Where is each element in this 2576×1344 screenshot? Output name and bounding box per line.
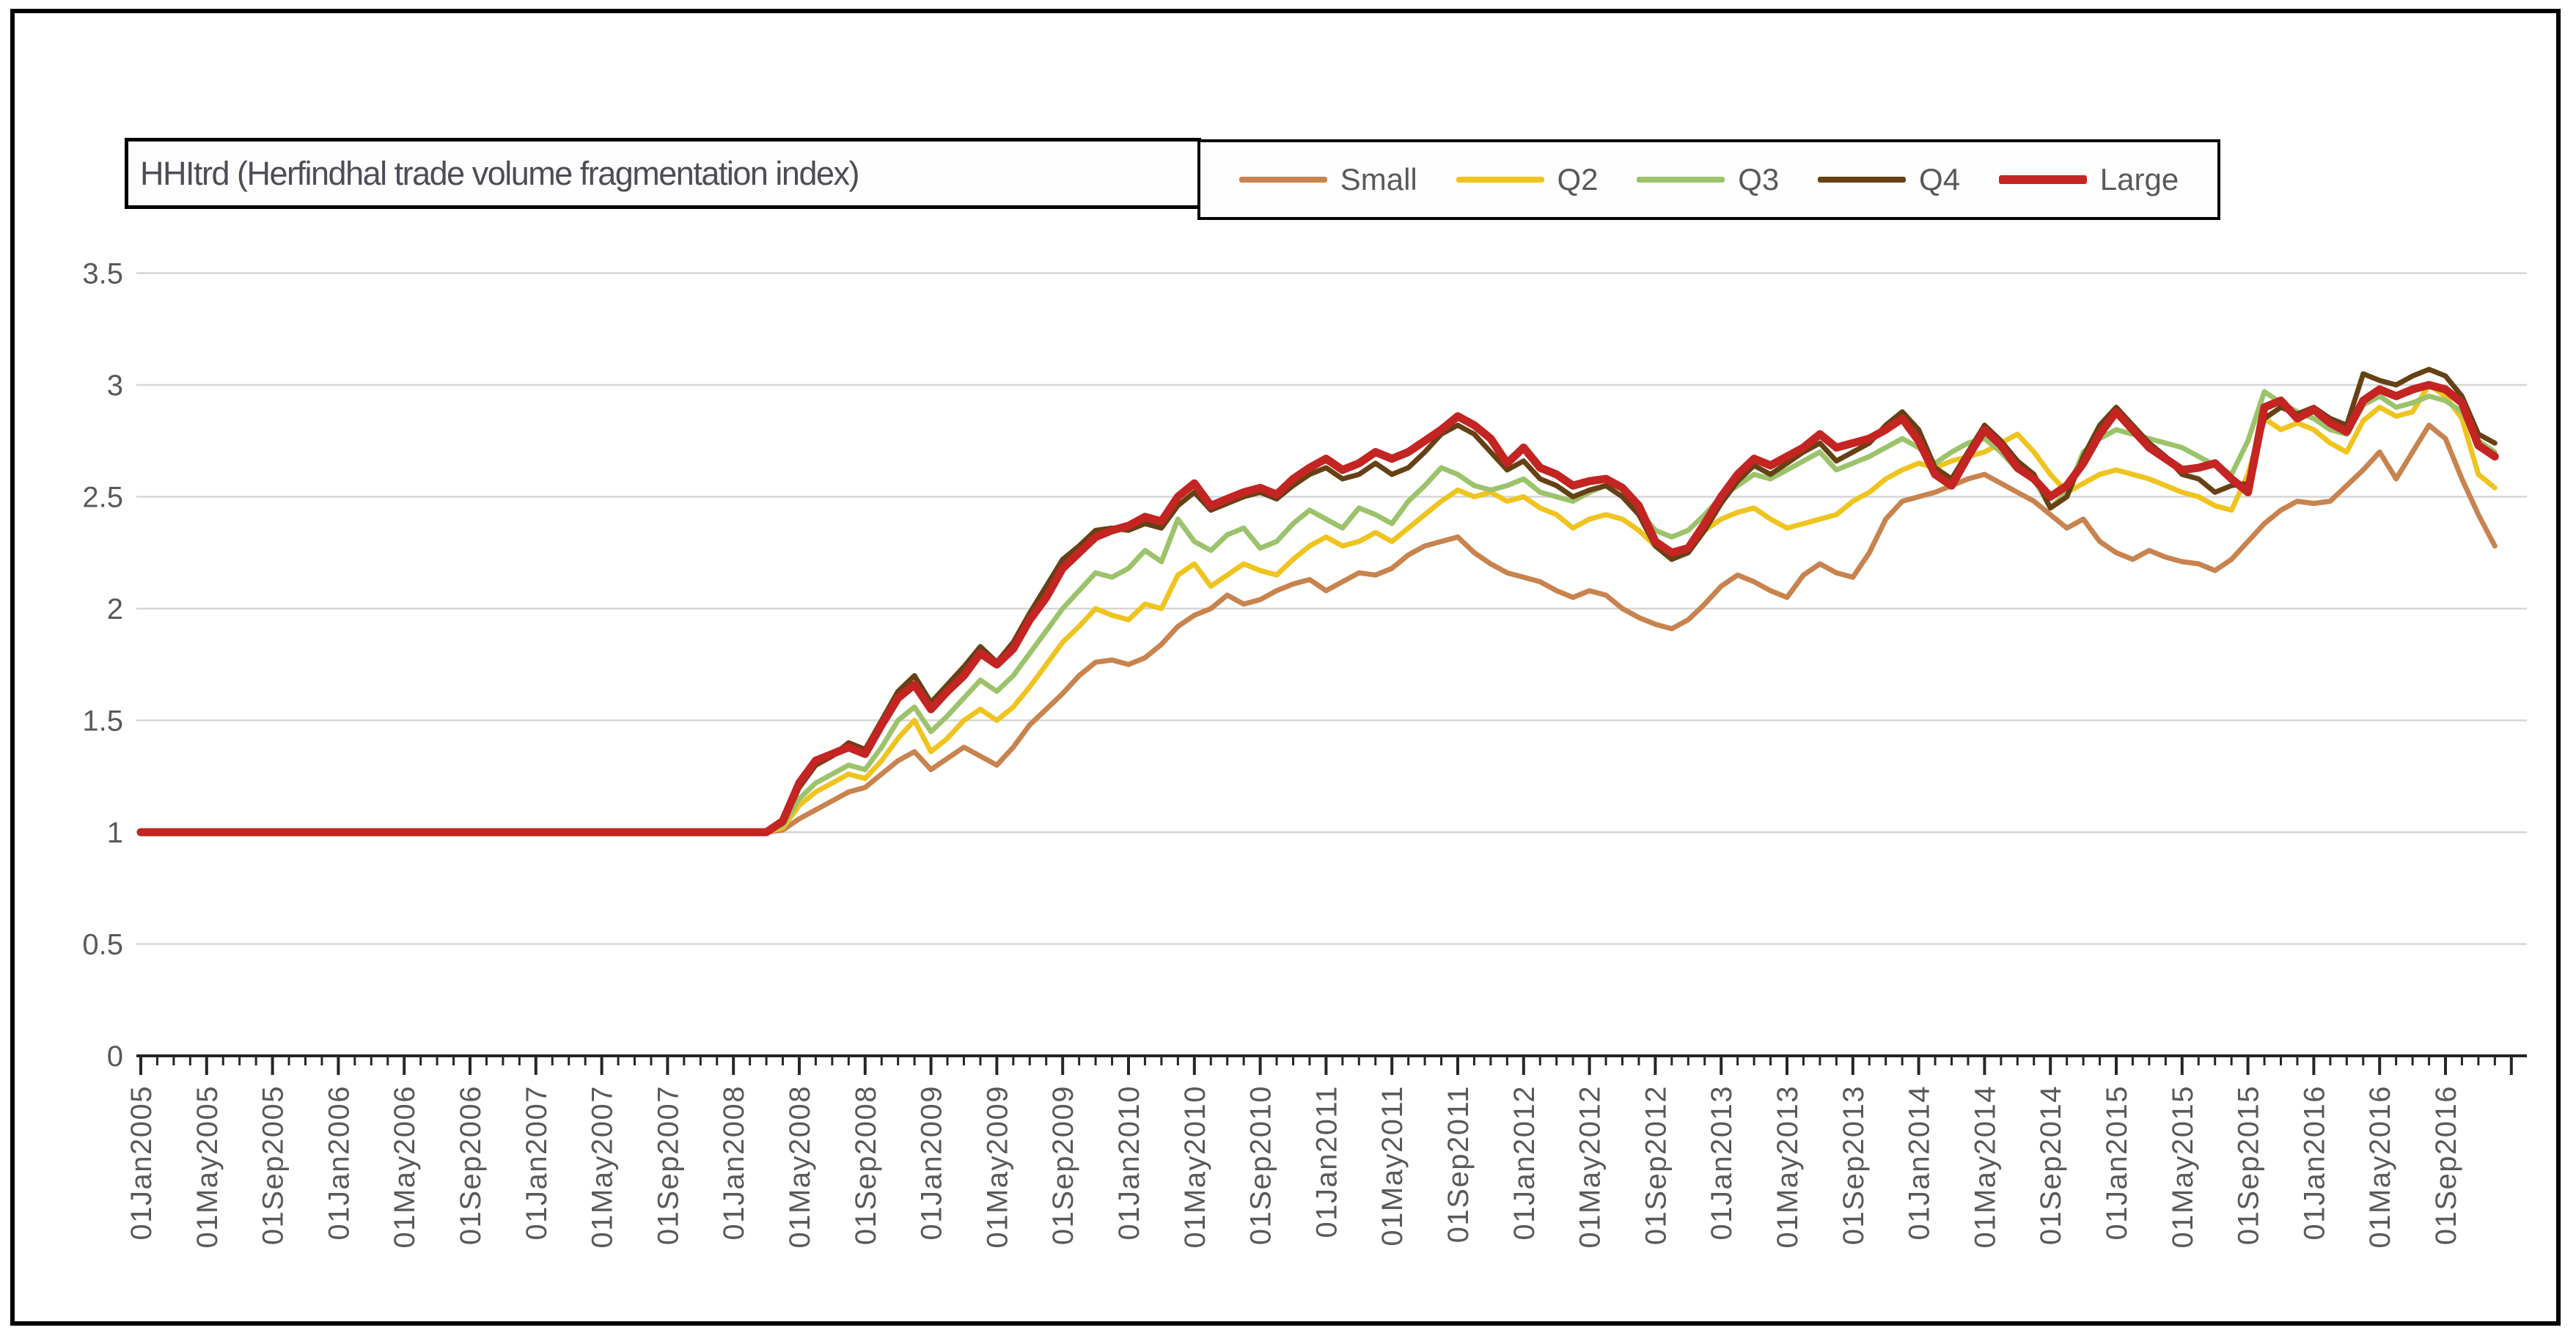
y-axis-label-1: 1 xyxy=(107,817,123,849)
legend-item-large[interactable]: Large xyxy=(1998,162,2179,197)
x-axis-label-01Jan2005: 01Jan2005 xyxy=(125,1085,158,1240)
x-axis-label-01Jan2016: 01Jan2016 xyxy=(2298,1085,2330,1240)
chart-outer-border xyxy=(10,9,2561,1326)
y-axis-label-2.5: 2.5 xyxy=(82,482,123,514)
y-axis-label-2: 2 xyxy=(107,593,123,625)
x-axis-label-01May2008: 01May2008 xyxy=(784,1085,816,1249)
legend-label-large: Large xyxy=(2099,162,2179,197)
series-line-small[interactable] xyxy=(138,422,2498,835)
x-axis-label-01May2010: 01May2010 xyxy=(1179,1085,1211,1249)
legend-swatch-large xyxy=(1998,175,2087,184)
x-axis-label-01May2009: 01May2009 xyxy=(981,1085,1013,1249)
x-axis-label-01May2007: 01May2007 xyxy=(587,1085,619,1249)
x-axis-label-01May2011: 01May2011 xyxy=(1376,1085,1409,1246)
x-axis-label-01Jan2014: 01Jan2014 xyxy=(1904,1085,1936,1240)
x-axis-label-01Jan2015: 01Jan2015 xyxy=(2101,1085,2133,1240)
y-axis-label-0.5: 0.5 xyxy=(82,929,123,961)
x-axis-label-01Sep2007: 01Sep2007 xyxy=(652,1085,684,1245)
legend-label-q3: Q3 xyxy=(1738,162,1780,197)
legend-item-q3[interactable]: Q3 xyxy=(1637,162,1779,197)
x-axis-label-01May2005: 01May2005 xyxy=(191,1085,224,1249)
x-axis-label-01Jan2008: 01Jan2008 xyxy=(718,1085,750,1240)
legend-swatch-q2 xyxy=(1456,177,1544,183)
series-line-large[interactable] xyxy=(136,381,2499,837)
x-axis-label-01Sep2015: 01Sep2015 xyxy=(2233,1085,2265,1245)
legend-label-small: Small xyxy=(1340,162,1417,197)
legend-label-q4: Q4 xyxy=(1919,162,1961,197)
x-axis-label-01Jan2009: 01Jan2009 xyxy=(916,1085,948,1240)
x-axis-label-01May2013: 01May2013 xyxy=(1772,1085,1804,1249)
x-axis-label-01May2015: 01May2015 xyxy=(2167,1085,2199,1249)
x-axis-label-01Sep2009: 01Sep2009 xyxy=(1047,1085,1079,1245)
y-axis-label-1.5: 1.5 xyxy=(82,705,123,738)
legend-swatch-q4 xyxy=(1818,177,1907,183)
x-axis-label-01May2014: 01May2014 xyxy=(1969,1085,2001,1249)
x-axis-label-01Jan2012: 01Jan2012 xyxy=(1508,1085,1541,1240)
y-axis-label-3.5: 3.5 xyxy=(82,258,123,290)
y-axis-label-0: 0 xyxy=(107,1040,123,1073)
series-line-q3[interactable] xyxy=(138,389,2498,835)
chart-title-box[interactable]: HHItrd (Herfindhal trade volume fragment… xyxy=(125,138,1201,209)
legend-label-q2: Q2 xyxy=(1557,162,1599,197)
x-axis-label-01Sep2006: 01Sep2006 xyxy=(455,1085,487,1245)
x-axis-label-01May2016: 01May2016 xyxy=(2364,1085,2396,1249)
x-axis-label-01May2006: 01May2006 xyxy=(389,1085,421,1249)
y-axis-label-3: 3 xyxy=(107,370,123,402)
legend: Small Q2 Q3 Q4 Large xyxy=(1197,139,2220,220)
legend-swatch-small xyxy=(1239,177,1327,183)
x-axis-label-01Sep2011: 01Sep2011 xyxy=(1442,1085,1475,1243)
x-axis-label-01Sep2005: 01Sep2005 xyxy=(257,1085,290,1245)
x-axis-label-01Jan2013: 01Jan2013 xyxy=(1706,1085,1738,1240)
x-axis-label-01Jan2010: 01Jan2010 xyxy=(1113,1085,1145,1240)
x-axis-label-01Sep2012: 01Sep2012 xyxy=(1640,1085,1672,1245)
x-axis-label-01Sep2008: 01Sep2008 xyxy=(850,1085,882,1245)
x-axis-label-01Sep2014: 01Sep2014 xyxy=(2035,1085,2067,1245)
chart-title: HHItrd (Herfindhal trade volume fragment… xyxy=(140,154,859,192)
legend-item-small[interactable]: Small xyxy=(1239,162,1417,197)
x-axis-label-01Jan2006: 01Jan2006 xyxy=(323,1085,355,1240)
x-axis-label-01Sep2013: 01Sep2013 xyxy=(1838,1085,1870,1245)
legend-item-q2[interactable]: Q2 xyxy=(1456,162,1599,197)
x-axis-label-01Jan2011: 01Jan2011 xyxy=(1310,1085,1343,1238)
x-axis-label-01Sep2016: 01Sep2016 xyxy=(2430,1085,2462,1245)
legend-swatch-q3 xyxy=(1637,177,1725,183)
x-axis-label-01May2012: 01May2012 xyxy=(1574,1085,1607,1249)
x-axis-label-01Jan2007: 01Jan2007 xyxy=(521,1085,553,1240)
legend-item-q4[interactable]: Q4 xyxy=(1818,162,1960,197)
x-axis-label-01Sep2010: 01Sep2010 xyxy=(1245,1085,1277,1245)
